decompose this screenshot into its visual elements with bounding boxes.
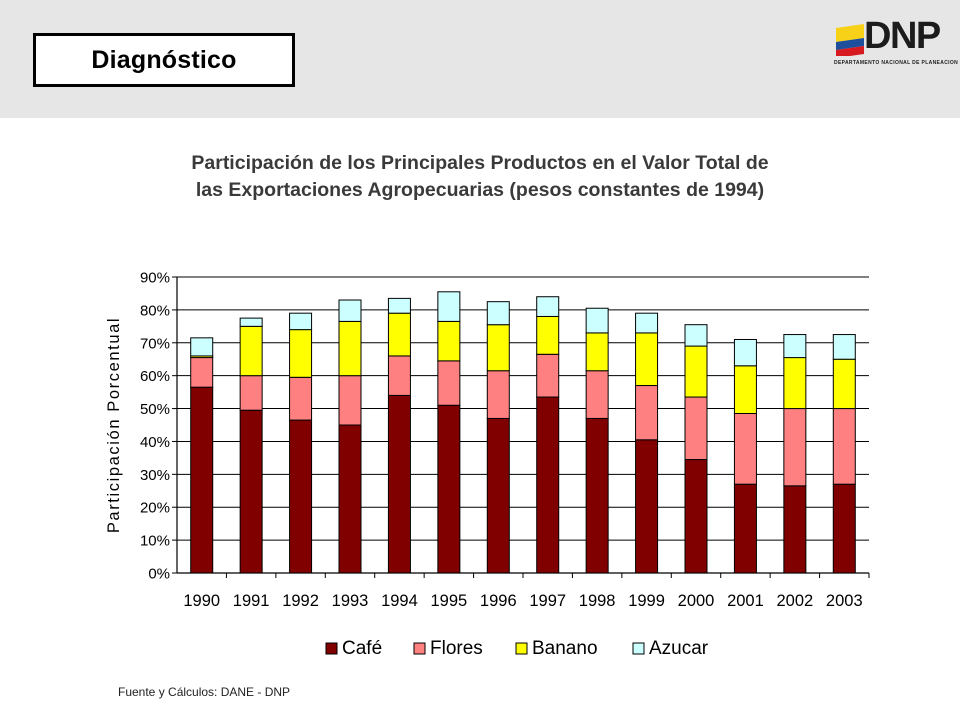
bar-banano-1996 [486,324,510,372]
bar-banano-1999 [635,332,659,387]
y-tick-label: 60% [140,368,170,385]
y-axis-label: Participación Porcentual [105,317,123,533]
y-tick-label: 0% [148,566,170,583]
bar-banano-2002 [783,357,807,410]
bar-flores-2000 [684,396,708,461]
bar-banano-2000 [684,345,708,398]
chart-title-line-1: Participación de los Principales Product… [191,152,769,174]
legend-swatch-azucar [632,642,645,655]
legend-label-banano: Banano [532,638,598,659]
x-tick-label: 1994 [381,592,418,610]
bar-café-1997 [536,396,560,574]
bar-banano-1994 [387,312,411,357]
dnp-logo: DNP DEPARTAMENTO NACIONAL DE PLANEACION [830,15,958,68]
bar-flores-2001 [733,412,757,485]
bar-azucar-2002 [783,334,807,359]
bar-flores-1992 [289,376,313,421]
bar-flores-1991 [239,375,263,411]
bar-azucar-2003 [832,334,856,360]
logo-text: DNP [864,15,941,57]
bar-azucar-1996 [486,301,510,326]
bar-café-1996 [486,417,510,574]
bar-azucar-1993 [338,299,362,322]
chart-title: Participación de los Principales Product… [80,150,880,204]
bar-azucar-1999 [635,312,659,334]
bar-café-1995 [437,404,461,574]
bar-café-2000 [684,459,708,574]
bar-banano-2003 [832,358,856,410]
y-tick-label: 30% [140,467,170,484]
bar-banano-1998 [585,332,609,372]
x-tick-label: 2003 [826,592,863,610]
bar-flores-1998 [585,370,609,419]
x-tick-label: 1999 [628,592,665,610]
legend-label-café: Café [342,638,382,659]
bar-café-2003 [832,483,856,574]
y-tick-label: 10% [140,533,170,550]
bar-flores-1994 [387,355,411,396]
legend-swatch-café [325,642,338,655]
bar-azucar-1992 [289,312,313,331]
bar-azucar-1994 [387,297,411,314]
source-note: Fuente y Cálculos: DANE - DNP [118,685,291,699]
y-tick-label: 40% [140,434,170,451]
bar-flores-2002 [783,408,807,487]
bar-azucar-1995 [437,291,461,322]
bar-flores-2003 [832,408,856,485]
bar-flores-1990 [190,357,214,388]
bar-flores-1995 [437,360,461,406]
bar-café-2001 [733,483,757,574]
bar-café-1998 [585,417,609,574]
section-title-box: Diagnóstico [33,33,295,87]
x-tick-label: 1991 [233,592,270,610]
bar-azucar-1997 [536,296,560,317]
bar-café-1991 [239,409,263,574]
legend-label-azucar: Azucar [649,638,709,659]
bar-café-1990 [190,386,214,574]
bar-banano-1995 [437,320,461,362]
bar-banano-1997 [536,315,560,355]
bar-banano-1992 [289,329,313,378]
bar-banano-1993 [338,320,362,377]
bar-café-1999 [635,439,659,574]
x-tick-label: 1998 [579,592,616,610]
x-tick-label: 2001 [727,592,764,610]
x-tick-label: 1990 [183,592,220,610]
logo-subtitle: DEPARTAMENTO NACIONAL DE PLANEACION [834,60,959,66]
x-tick-label: 1996 [480,592,517,610]
bar-azucar-1990 [190,337,214,357]
bar-banano-1991 [239,325,263,377]
x-tick-label: 2000 [678,592,715,610]
colombia-flag-icon [836,24,864,56]
y-tick-label: 90% [140,270,170,287]
bar-flores-1996 [486,370,510,419]
bar-azucar-2001 [733,338,757,367]
legend-swatch-flores [413,642,426,655]
bar-flores-1999 [635,385,659,441]
x-tick-label: 1993 [332,592,369,610]
x-tick-label: 1997 [529,592,566,610]
bar-azucar-2000 [684,324,708,347]
bar-banano-2001 [733,365,757,414]
y-tick-label: 80% [140,302,170,319]
x-tick-label: 1995 [430,592,467,610]
stacked-bar-chart: 0% 10% 20% 30% 40% 50% 60% 70% 80% 90% Participaci… [105,270,870,659]
legend-swatch-banano [515,642,528,655]
x-tick-label: 2002 [776,592,813,610]
bar-café-2002 [783,485,807,574]
section-title: Diagnóstico [91,45,237,74]
bar-azucar-1991 [239,317,263,327]
chart-title-line-2: las Exportaciones Agropecuarias (pesos c… [195,179,765,201]
bar-azucar-1998 [585,307,609,334]
bar-flores-1997 [536,353,560,398]
y-tick-label: 50% [140,401,170,418]
y-tick-label: 70% [140,335,170,352]
legend-label-flores: Flores [430,638,483,659]
bar-café-1992 [289,419,313,574]
y-tick-label: 20% [140,500,170,517]
bar-café-1993 [338,424,362,574]
bar-café-1994 [387,394,411,574]
x-tick-label: 1992 [282,592,319,610]
bar-flores-1993 [338,375,362,426]
